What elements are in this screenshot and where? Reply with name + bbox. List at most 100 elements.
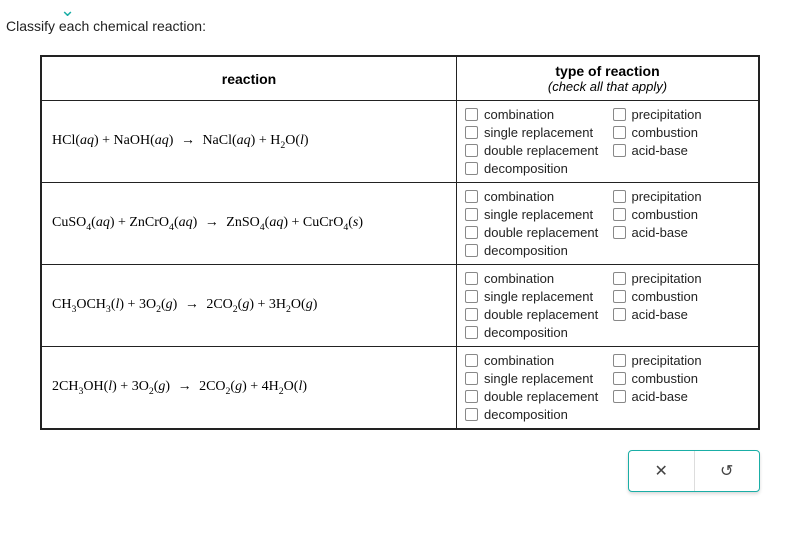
checkbox-label: double replacement bbox=[484, 143, 598, 158]
checkbox-icon[interactable] bbox=[465, 208, 478, 221]
check-item-combustion[interactable]: combustion bbox=[613, 207, 751, 222]
check-item-combination[interactable]: combination bbox=[465, 271, 603, 286]
checkbox-icon[interactable] bbox=[465, 162, 478, 175]
header-reaction: reaction bbox=[42, 57, 457, 101]
checkbox-icon[interactable] bbox=[465, 272, 478, 285]
checkbox-label: double replacement bbox=[484, 307, 598, 322]
check-item-single-replacement[interactable]: single replacement bbox=[465, 207, 603, 222]
checkbox-icon[interactable] bbox=[613, 190, 626, 203]
checkbox-label: decomposition bbox=[484, 325, 568, 340]
question-text: Classify each chemical reaction: bbox=[6, 18, 206, 34]
reaction-formula: CuSO4(aq) + ZnCrO4(aq) → ZnSO4(aq) + CuC… bbox=[52, 215, 363, 230]
types-cell: combination precipitation single replaceme… bbox=[457, 183, 759, 265]
checkbox-label: decomposition bbox=[484, 243, 568, 258]
check-item-acid-base[interactable]: acid-base bbox=[613, 307, 751, 322]
check-item-single-replacement[interactable]: single replacement bbox=[465, 125, 603, 140]
checkbox-label: combustion bbox=[632, 371, 698, 386]
check-item-precipitation[interactable]: precipitation bbox=[613, 353, 751, 368]
checkbox-grid: combination precipitation single replaceme… bbox=[465, 107, 750, 176]
check-item-combustion[interactable]: combustion bbox=[613, 289, 751, 304]
table-row: CuSO4(aq) + ZnCrO4(aq) → ZnSO4(aq) + CuC… bbox=[42, 183, 759, 265]
checkbox-label: acid-base bbox=[632, 307, 688, 322]
check-item-double-replacement[interactable]: double replacement bbox=[465, 143, 603, 158]
checkbox-icon[interactable] bbox=[465, 244, 478, 257]
checkbox-icon[interactable] bbox=[613, 144, 626, 157]
checkbox-label: combination bbox=[484, 353, 554, 368]
footer-buttons: ✕ ↺ bbox=[628, 450, 760, 492]
check-item-single-replacement[interactable]: single replacement bbox=[465, 371, 603, 386]
check-item-acid-base[interactable]: acid-base bbox=[613, 225, 751, 240]
reaction-cell: 2CH3OH(l) + 3O2(g) → 2CO2(g) + 4H2O(l) bbox=[42, 347, 457, 429]
checkbox-icon[interactable] bbox=[465, 408, 478, 421]
check-item-acid-base[interactable]: acid-base bbox=[613, 389, 751, 404]
empty-cell bbox=[613, 243, 751, 258]
check-item-precipitation[interactable]: precipitation bbox=[613, 271, 751, 286]
check-item-double-replacement[interactable]: double replacement bbox=[465, 225, 603, 240]
checkbox-label: single replacement bbox=[484, 207, 593, 222]
checkbox-icon[interactable] bbox=[465, 290, 478, 303]
check-item-decomposition[interactable]: decomposition bbox=[465, 325, 603, 340]
checkbox-icon[interactable] bbox=[613, 226, 626, 239]
checkbox-grid: combination precipitation single replaceme… bbox=[465, 271, 750, 340]
checkbox-label: precipitation bbox=[632, 353, 702, 368]
check-item-combination[interactable]: combination bbox=[465, 189, 603, 204]
types-cell: combination precipitation single replaceme… bbox=[457, 101, 759, 183]
checkbox-icon[interactable] bbox=[613, 272, 626, 285]
checkbox-label: acid-base bbox=[632, 389, 688, 404]
checkbox-icon[interactable] bbox=[465, 390, 478, 403]
reset-button[interactable]: ↺ bbox=[695, 451, 760, 491]
checkbox-icon[interactable] bbox=[465, 354, 478, 367]
checkbox-label: precipitation bbox=[632, 189, 702, 204]
checkbox-icon[interactable] bbox=[465, 326, 478, 339]
check-item-double-replacement[interactable]: double replacement bbox=[465, 307, 603, 322]
reaction-table: reaction type of reaction (check all tha… bbox=[40, 55, 760, 430]
checkbox-grid: combination precipitation single replaceme… bbox=[465, 353, 750, 422]
checkbox-icon[interactable] bbox=[613, 126, 626, 139]
checkbox-icon[interactable] bbox=[465, 190, 478, 203]
reaction-formula: HCl(aq) + NaOH(aq) → NaCl(aq) + H2O(l) bbox=[52, 133, 309, 148]
checkbox-icon[interactable] bbox=[613, 108, 626, 121]
checkbox-label: acid-base bbox=[632, 143, 688, 158]
checkbox-icon[interactable] bbox=[465, 126, 478, 139]
check-item-combination[interactable]: combination bbox=[465, 353, 603, 368]
checkbox-label: single replacement bbox=[484, 289, 593, 304]
checkbox-label: single replacement bbox=[484, 125, 593, 140]
checkbox-icon[interactable] bbox=[465, 226, 478, 239]
empty-cell bbox=[613, 407, 751, 422]
check-item-combination[interactable]: combination bbox=[465, 107, 603, 122]
check-item-decomposition[interactable]: decomposition bbox=[465, 243, 603, 258]
reaction-cell: HCl(aq) + NaOH(aq) → NaCl(aq) + H2O(l) bbox=[42, 101, 457, 183]
checkbox-label: precipitation bbox=[632, 107, 702, 122]
reaction-cell: CH3OCH3(l) + 3O2(g) → 2CO2(g) + 3H2O(g) bbox=[42, 265, 457, 347]
types-cell: combination precipitation single replaceme… bbox=[457, 347, 759, 429]
table-row: HCl(aq) + NaOH(aq) → NaCl(aq) + H2O(l) co… bbox=[42, 101, 759, 183]
checkbox-icon[interactable] bbox=[613, 372, 626, 385]
check-item-decomposition[interactable]: decomposition bbox=[465, 407, 603, 422]
check-item-precipitation[interactable]: precipitation bbox=[613, 107, 751, 122]
checkbox-icon[interactable] bbox=[465, 372, 478, 385]
checkbox-icon[interactable] bbox=[465, 144, 478, 157]
check-item-combustion[interactable]: combustion bbox=[613, 371, 751, 386]
table-row: CH3OCH3(l) + 3O2(g) → 2CO2(g) + 3H2O(g) c… bbox=[42, 265, 759, 347]
clear-button[interactable]: ✕ bbox=[629, 451, 695, 491]
checkbox-icon[interactable] bbox=[613, 354, 626, 367]
checkbox-grid: combination precipitation single replaceme… bbox=[465, 189, 750, 258]
check-item-single-replacement[interactable]: single replacement bbox=[465, 289, 603, 304]
check-item-decomposition[interactable]: decomposition bbox=[465, 161, 603, 176]
checkbox-icon[interactable] bbox=[613, 390, 626, 403]
checkbox-icon[interactable] bbox=[465, 308, 478, 321]
reaction-cell: CuSO4(aq) + ZnCrO4(aq) → ZnSO4(aq) + CuC… bbox=[42, 183, 457, 265]
reaction-formula: CH3OCH3(l) + 3O2(g) → 2CO2(g) + 3H2O(g) bbox=[52, 297, 317, 312]
checkbox-label: combustion bbox=[632, 289, 698, 304]
checkbox-icon[interactable] bbox=[613, 290, 626, 303]
reaction-formula: 2CH3OH(l) + 3O2(g) → 2CO2(g) + 4H2O(l) bbox=[52, 379, 307, 394]
checkbox-label: decomposition bbox=[484, 161, 568, 176]
check-item-acid-base[interactable]: acid-base bbox=[613, 143, 751, 158]
check-item-combustion[interactable]: combustion bbox=[613, 125, 751, 140]
check-item-double-replacement[interactable]: double replacement bbox=[465, 389, 603, 404]
checkbox-icon[interactable] bbox=[613, 208, 626, 221]
check-item-precipitation[interactable]: precipitation bbox=[613, 189, 751, 204]
checkbox-label: combustion bbox=[632, 207, 698, 222]
checkbox-icon[interactable] bbox=[613, 308, 626, 321]
checkbox-icon[interactable] bbox=[465, 108, 478, 121]
